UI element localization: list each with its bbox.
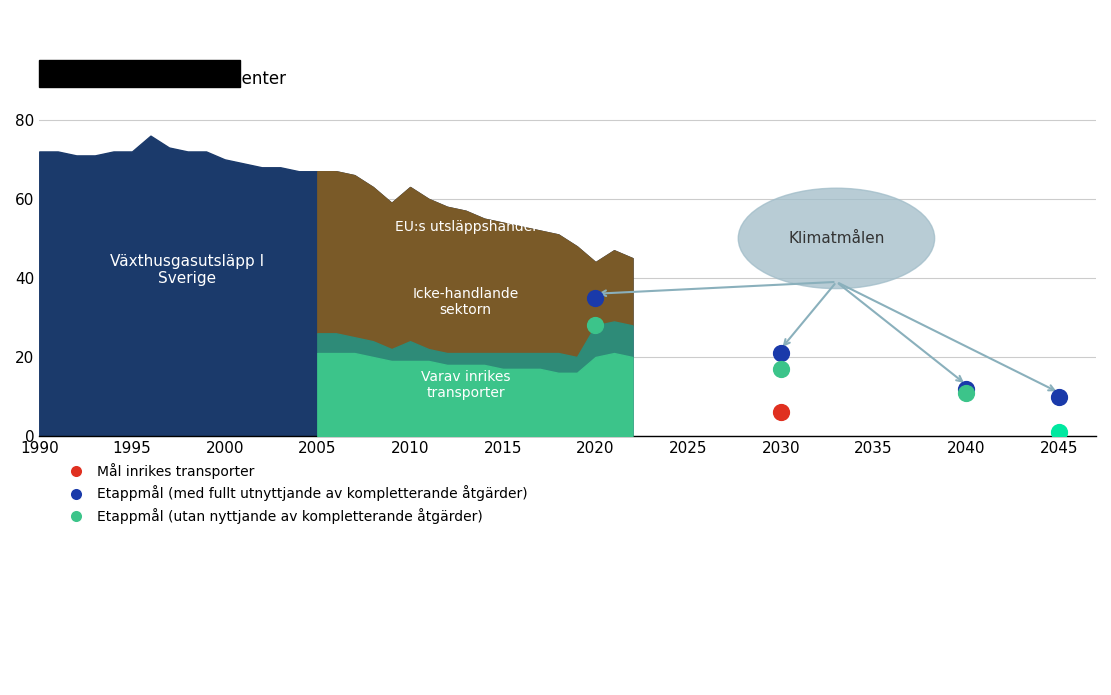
- Text: Varav inrikes
transporter: Varav inrikes transporter: [421, 370, 510, 400]
- Text: Icke-handlande
sektorn: Icke-handlande sektorn: [412, 286, 519, 317]
- Point: [1050, 391, 1068, 402]
- Text: Klimatmålen: Klimatmålen: [789, 231, 884, 246]
- Point: [587, 320, 604, 331]
- Ellipse shape: [738, 188, 934, 288]
- Point: [1050, 427, 1068, 438]
- FancyBboxPatch shape: [39, 60, 240, 87]
- Text: EU:s utsläppshandel: EU:s utsläppshandel: [396, 220, 537, 234]
- Legend: Mål inrikes transporter, Etappmål (med fullt utnyttjande av kompletterande åtgär: Mål inrikes transporter, Etappmål (med f…: [57, 457, 533, 530]
- Point: [772, 363, 790, 375]
- Point: [587, 292, 604, 303]
- Point: [772, 348, 790, 359]
- Point: [772, 407, 790, 418]
- Text: Växthusgasutsläpp I
Sverige: Växthusgasutsläpp I Sverige: [110, 254, 264, 286]
- Point: [958, 383, 975, 394]
- Point: [958, 387, 975, 398]
- Text: Koldioxidekvivalenter: Koldioxidekvivalenter: [108, 70, 286, 88]
